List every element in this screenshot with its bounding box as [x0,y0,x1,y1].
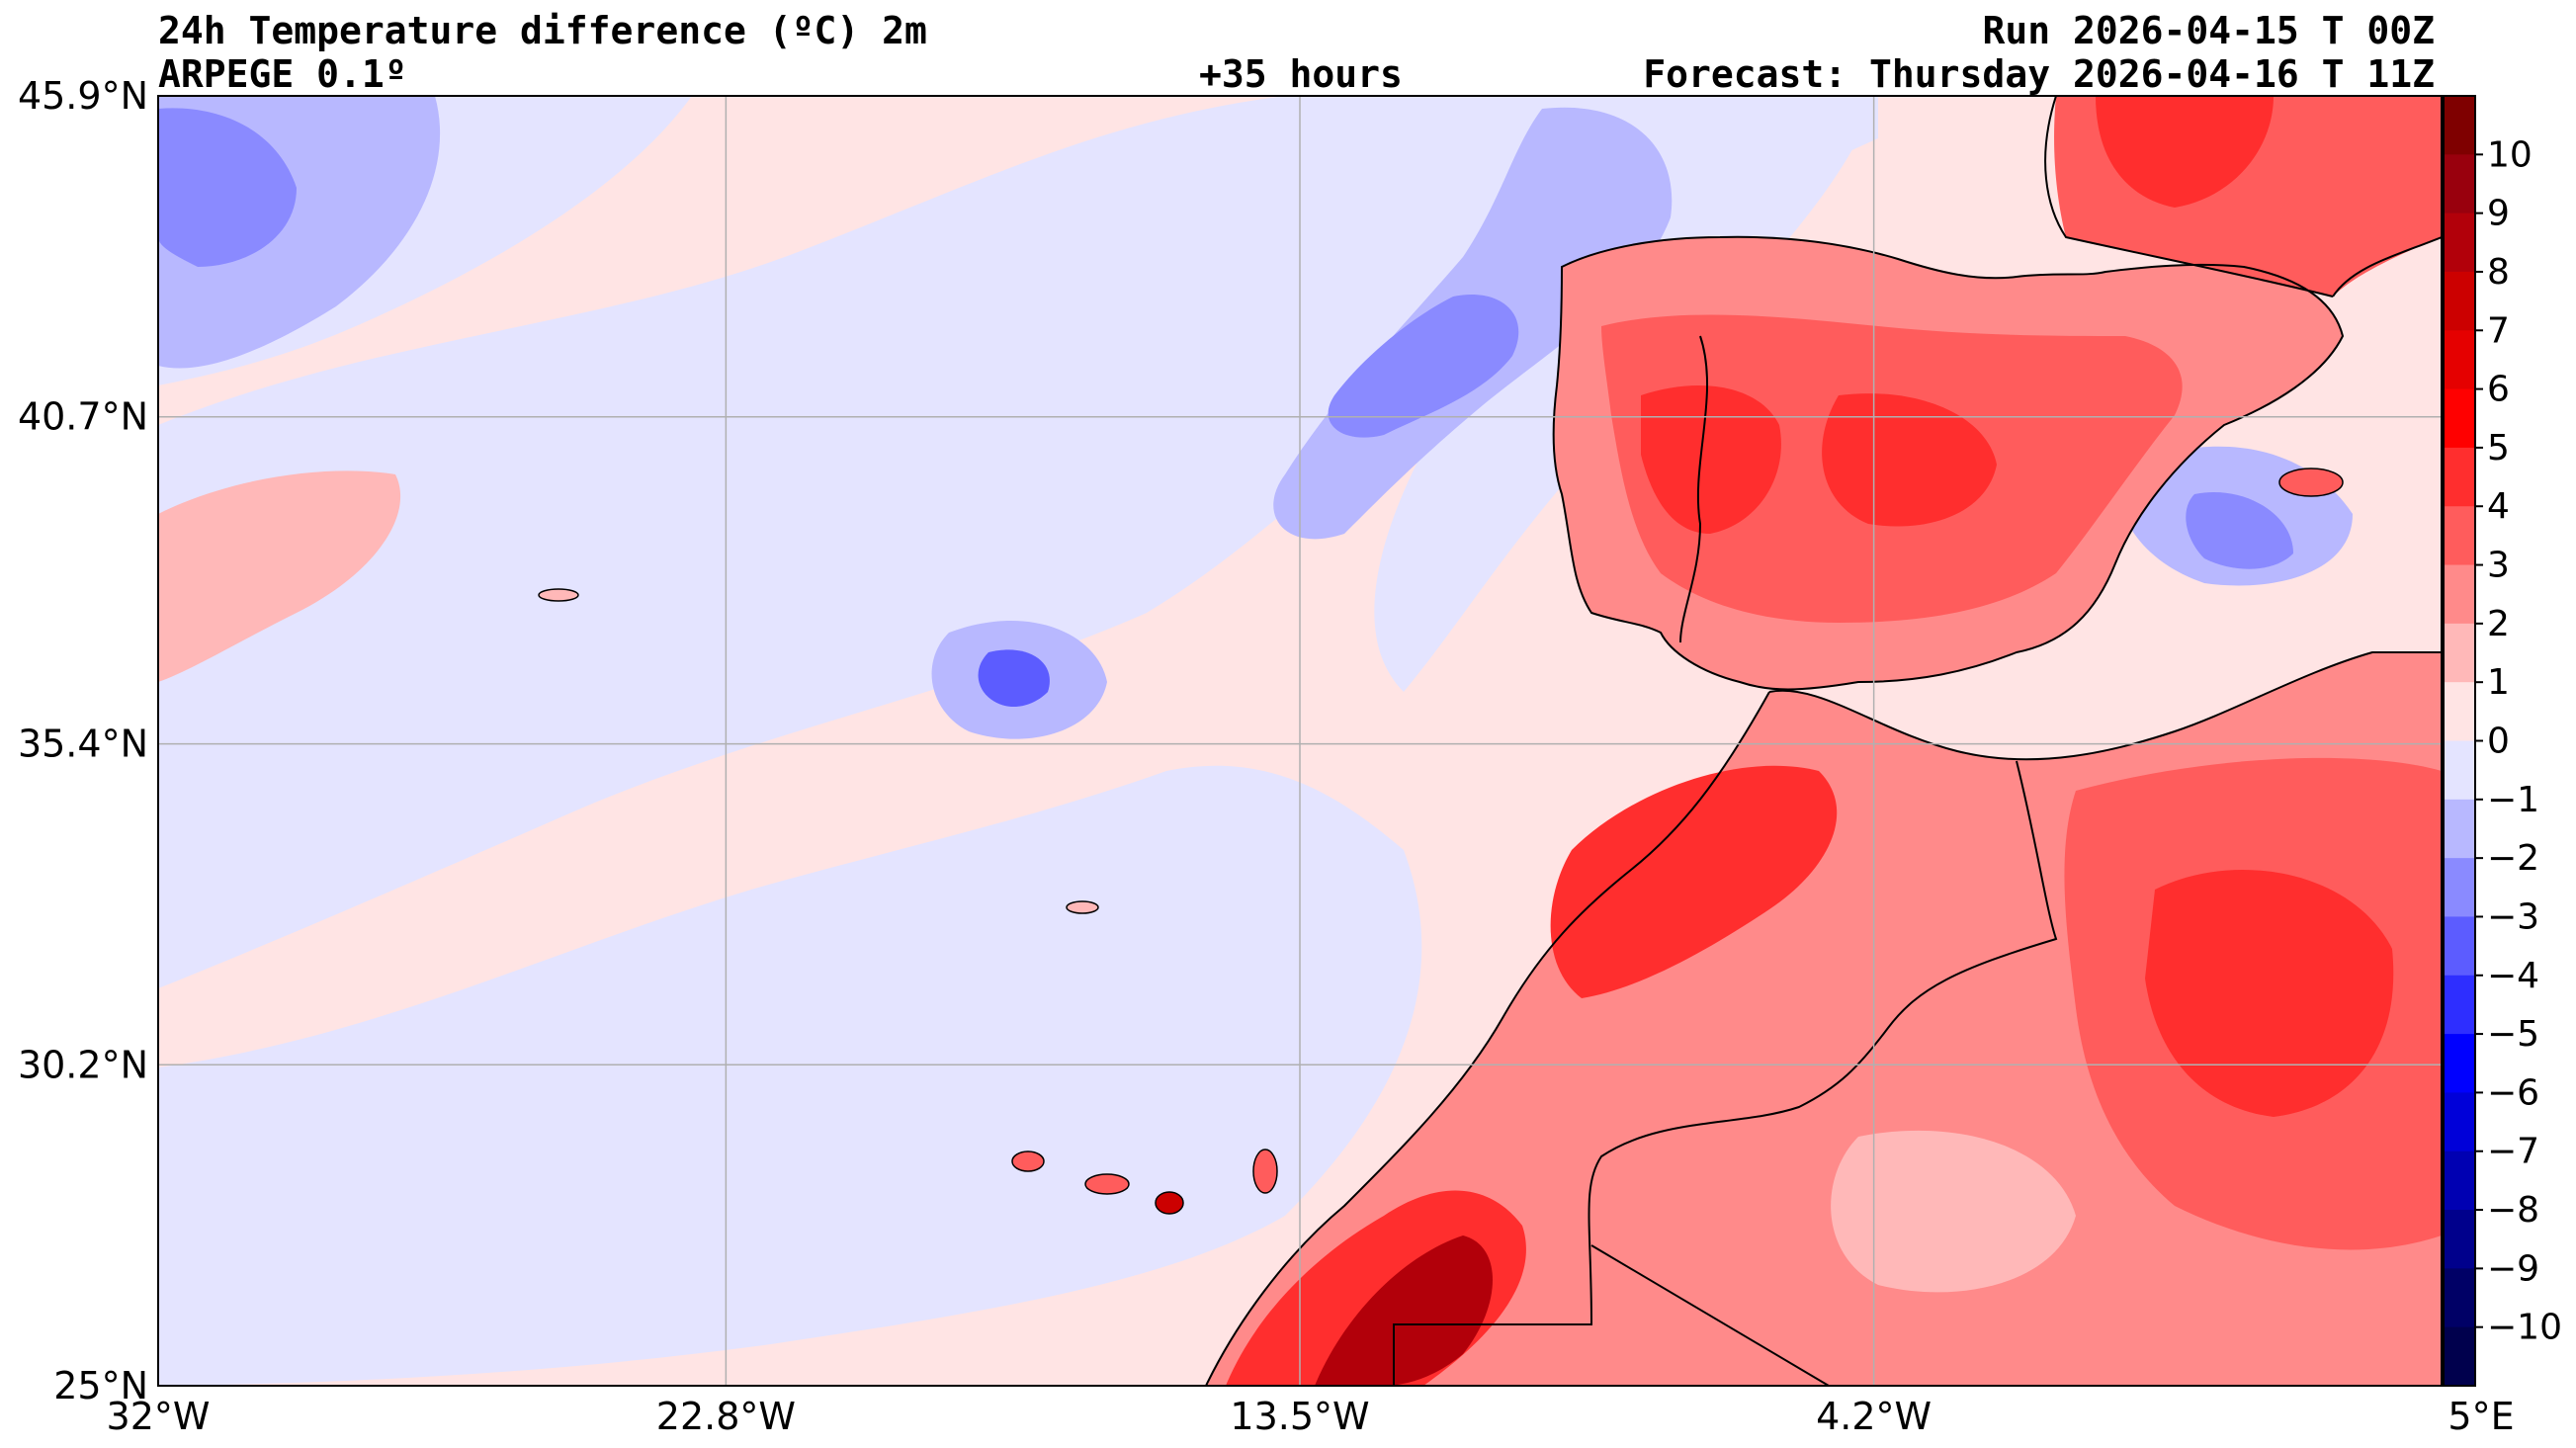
colorbar-swatch [2444,506,2475,566]
map-title: 24h Temperature difference (ºC) 2m [158,9,927,52]
iberia-hot-1 [1641,385,1781,534]
colorbar-swatch [2444,1150,2475,1211]
colorbar-swatch [2444,682,2475,741]
sahara-hottest [1315,1235,1493,1386]
morocco-hot [1550,765,1838,998]
colorbar-label: −7 [2487,1132,2539,1172]
mauritania-border [1590,1244,1830,1386]
colorbar-swatch [2444,388,2475,449]
lat-tick-label: 35.4°N [18,723,148,766]
colorbar-swatch [2444,154,2475,214]
map-frame [157,95,2443,1387]
lon-tick-label: 4.2°W [1816,1395,1932,1438]
france-coast [2332,236,2442,298]
cool-patch-mid-core [978,649,1050,707]
colorbar-label: −9 [2487,1248,2539,1289]
france-hot [2096,96,2274,208]
colorbar-swatch [2444,740,2475,801]
colorbar-label: 1 [2487,662,2510,703]
africa-hot-east [2145,870,2394,1117]
colorbar-label: 4 [2487,486,2510,527]
colorbar-label: 6 [2487,370,2510,410]
colorbar-swatch [2444,1326,2475,1387]
model-label: ARPEGE 0.1º [158,52,407,96]
colorbar-swatch [2444,858,2475,917]
colorbar-label: 8 [2487,252,2510,293]
colorbar-swatch [2444,1092,2475,1152]
colorbar-label: 9 [2487,194,2510,234]
colorbar-label: −6 [2487,1072,2539,1113]
colorbar-label: −8 [2487,1190,2539,1231]
lon-tick-label: 22.8°W [656,1395,796,1438]
colorbar-swatch [2444,799,2475,859]
colorbar-swatch [2444,1034,2475,1093]
lat-tick-label: 45.9°N [18,74,148,118]
colorbar-label: −10 [2487,1308,2562,1348]
lat-tick-label: 25°N [53,1364,148,1407]
colorbar-label: 2 [2487,604,2510,644]
colorbar-label: 10 [2487,134,2533,175]
cool-patch-atlantic-core [1328,295,1519,438]
colorbar-label: −3 [2487,896,2539,937]
portugal-border [1679,335,1709,643]
colorbar-swatch [2444,564,2475,625]
run-label: Run 2026-04-15 T 00Z [1982,9,2435,52]
forecast-label: Forecast: Thursday 2026-04-16 T 11Z [1643,52,2435,96]
colorbar-swatch [2444,96,2475,155]
colorbar-swatch [2444,1210,2475,1269]
island-3 [1155,1191,1184,1215]
lat-axis: 45.9°N 40.7°N 35.4°N 30.2°N 25°N [18,74,148,1407]
colorbar-label: 0 [2487,722,2510,762]
africa-mild [1831,1130,2076,1293]
cool-patch-med-core [2186,492,2293,569]
colorbar-label: 3 [2487,546,2510,586]
colorbar-swatch [2444,916,2475,977]
lead-time-label: +35 hours [1199,52,1403,96]
lon-tick-label: 13.5°W [1230,1395,1369,1438]
colorbar-swatch [2444,330,2475,390]
colorbar-swatch [2444,623,2475,683]
island-1 [1011,1150,1045,1172]
morocco-border [1393,760,2058,1386]
colorbar-swatch [2444,213,2475,273]
iberia-hot-2 [1822,393,1997,527]
lon-tick-label: 5°E [2447,1395,2514,1438]
lon-axis: 32°W 22.8°W 13.5°W 4.2°W 5°E [107,1395,2515,1438]
island-5 [1066,900,1099,914]
island-7 [2278,468,2344,497]
colorbar-label: 5 [2487,428,2510,468]
lat-tick-label: 30.2°N [18,1043,148,1086]
colorbar-swatch [2444,271,2475,331]
lon-tick-label: 32°W [107,1395,211,1438]
map-field [158,96,2442,1386]
map-gridlines [158,96,2442,1386]
colorbar-label: −2 [2487,838,2539,879]
colorbar-swatch [2444,1268,2475,1328]
iberia-coastline [1552,235,2345,691]
warm-patch-ocean [158,470,401,682]
africa-north-coast [1768,651,2442,761]
island-6 [538,588,579,602]
cool-band-3 [158,765,1422,1386]
cool-patch-nw-core [158,108,297,267]
lat-tick-label: 40.7°N [18,395,148,439]
colorbar-swatch [2444,447,2475,507]
island-4 [1252,1149,1278,1194]
island-2 [1084,1173,1130,1195]
france-border [2044,96,2334,298]
colorbar-label: −1 [2487,780,2539,820]
colorbar-label: −4 [2487,956,2539,996]
colorbar-swatch [2444,975,2475,1035]
colorbar-label: 7 [2487,310,2510,351]
colorbar-label: −5 [2487,1014,2539,1055]
africa-west-coast [1205,691,1770,1386]
